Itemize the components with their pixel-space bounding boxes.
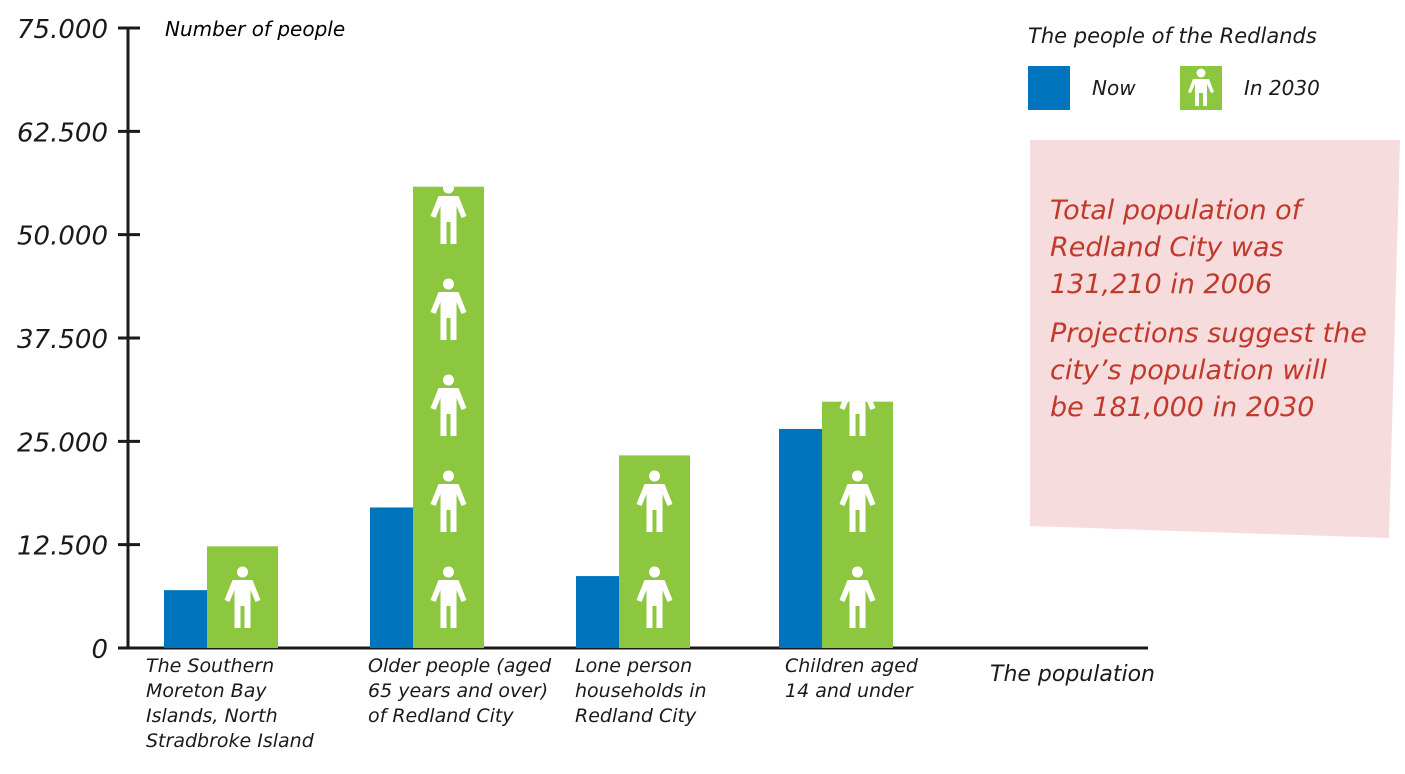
note-paragraph-2: Projections suggest the city’s populatio… — [1050, 315, 1400, 426]
legend-title: The people of the Redlands — [1028, 24, 1317, 48]
person-icon — [430, 566, 467, 628]
y-tick-label: 50.000 — [17, 222, 108, 252]
x-axis-label: The population — [990, 662, 1155, 687]
category-label-line: The Southern — [146, 655, 275, 677]
note-line: city’s population will — [1050, 355, 1327, 386]
category-label-line: households in — [575, 680, 707, 702]
legend-item-2030: In 2030 — [1180, 66, 1320, 110]
category-label-line: Children aged — [785, 655, 918, 677]
person-icons — [224, 566, 261, 628]
legend-item-now: Now — [1028, 66, 1136, 110]
category-label-line: 65 years and over) — [368, 680, 549, 702]
person-icon — [430, 470, 467, 532]
bars — [164, 186, 893, 648]
bar-now — [779, 428, 822, 648]
category-label-line: of Redland City — [368, 705, 514, 727]
category-label-line: Lone person — [575, 655, 693, 677]
person-icon — [1188, 68, 1214, 106]
person-icon — [636, 566, 673, 628]
person-icons — [636, 470, 673, 628]
y-tick-label: 37.500 — [17, 325, 108, 355]
note-line: Projections suggest the — [1050, 318, 1367, 349]
category-label: Children aged 14 and under — [785, 654, 985, 704]
person-icon — [636, 470, 673, 532]
y-tick-label: 62.500 — [17, 118, 108, 148]
person-icon — [839, 401, 876, 436]
note-line: be 181,000 in 2030 — [1050, 392, 1315, 423]
bar-2030 — [413, 186, 484, 648]
legend-swatch-now — [1028, 66, 1070, 110]
person-icon — [839, 566, 876, 628]
note-line: 131,210 in 2006 — [1050, 269, 1273, 300]
person-icon — [430, 278, 467, 340]
person-icon — [839, 470, 876, 532]
note-line: Redland City was — [1050, 232, 1284, 263]
category-label: The Southern Moreton Bay Islands, North Str… — [146, 654, 346, 754]
bar-2030 — [822, 401, 893, 648]
y-tick-label: 25.000 — [17, 428, 108, 458]
y-tick-label: 0 — [91, 635, 108, 665]
note-paragraph-1: Total population of Redland City was 131… — [1050, 192, 1400, 303]
note-line: Total population of — [1050, 195, 1302, 226]
bar-now — [370, 507, 413, 648]
person-icon — [224, 566, 261, 628]
category-label: Older people (aged 65 years and over) of R… — [368, 654, 568, 729]
category-label-line: 14 and under — [785, 680, 913, 702]
y-axis: 0 12.500 25.000 37.500 50.000 62.500 75.000 — [17, 15, 1148, 665]
y-tick-label: 12.500 — [17, 532, 108, 562]
y-tick-label: 75.000 — [17, 15, 108, 45]
person-icons — [430, 186, 467, 628]
person-icon — [430, 186, 467, 244]
y-axis-label: Number of people — [165, 17, 345, 41]
category-label-line: Stradbroke Island — [146, 730, 314, 752]
category-label-line: Older people (aged — [368, 655, 552, 677]
person-icons — [839, 401, 876, 628]
person-icon — [430, 374, 467, 436]
legend-label-2030: In 2030 — [1244, 76, 1320, 100]
category-label-line: Moreton Bay — [146, 680, 267, 702]
bar-now — [164, 590, 207, 648]
category-label-line: Redland City — [575, 705, 697, 727]
category-label-line: Islands, North — [146, 705, 278, 727]
legend-swatch-2030 — [1180, 66, 1222, 110]
bar-now — [576, 576, 619, 648]
population-note: Total population of Redland City was 131… — [1030, 140, 1400, 538]
legend-label-now: Now — [1092, 76, 1136, 100]
category-label: Lone person households in Redland City — [575, 654, 775, 729]
